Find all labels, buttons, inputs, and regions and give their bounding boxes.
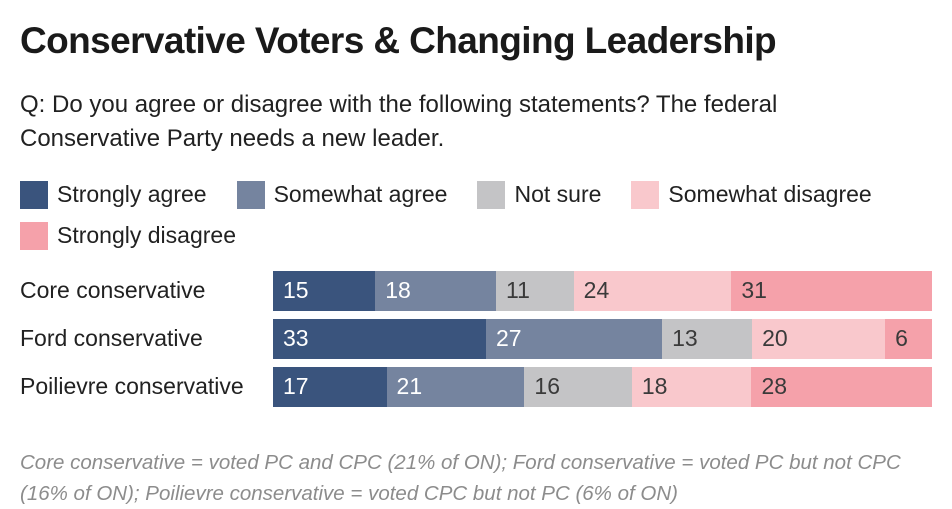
segment-not-sure: 11 [496,270,574,311]
segment-somewhat-agree: 21 [386,366,525,407]
page-title: Conservative Voters & Changing Leadershi… [20,20,777,61]
segment-not-sure: 13 [662,318,753,359]
bar-row-poilievre-conservative: Poilievre conservative 17 21 16 18 28 [20,366,932,407]
legend-label: Somewhat agree [273,181,448,208]
segment-somewhat-disagree: 18 [631,366,752,407]
segment-somewhat-agree: 27 [486,318,663,359]
legend-swatch-not-sure [477,180,506,209]
legend-swatch-somewhat-disagree [631,180,660,209]
segment-strongly-agree: 15 [273,270,376,311]
legend-swatch-somewhat-agree [236,180,265,209]
legend-label: Strongly agree [57,181,207,208]
category-label: Poilievre conservative [20,373,244,400]
stacked-bar-chart: Core conservative 15 18 11 24 31 Ford co… [20,270,933,407]
legend-swatch-strongly-disagree [20,221,48,250]
legend-label: Somewhat disagree [668,181,872,208]
segment-strongly-disagree: 28 [751,366,932,407]
bar-row-core-conservative: Core conservative 15 18 11 24 31 [20,270,933,311]
segment-strongly-agree: 33 [273,318,486,359]
legend-item-not-sure: Not sure [477,180,602,209]
segment-somewhat-disagree: 24 [573,270,732,311]
legend-item-somewhat-disagree: Somewhat disagree [631,180,872,209]
segment-strongly-disagree: 31 [731,270,933,311]
chart-legend: Strongly agree Somewhat agree Not sure S… [20,180,920,250]
survey-question: Q: Do you agree or disagree with the fol… [20,90,778,152]
legend-label: Strongly disagree [57,222,236,249]
segment-strongly-agree: 17 [273,366,387,407]
bar-poilievre-conservative: 17 21 16 18 28 [273,366,932,407]
legend-swatch-strongly-agree [20,180,48,209]
legend-item-strongly-agree: Strongly agree [20,180,207,209]
segment-not-sure: 16 [524,366,632,407]
segment-somewhat-agree: 18 [375,270,496,311]
legend-item-somewhat-agree: Somewhat agree [236,180,448,209]
bar-core-conservative: 15 18 11 24 31 [273,270,933,311]
segment-strongly-disagree: 6 [885,318,932,359]
category-label: Core conservative [20,277,206,304]
category-label: Ford conservative [20,325,203,352]
bar-ford-conservative: 33 27 13 20 6 [273,318,932,359]
footnote: Core conservative = voted PC and CPC (21… [20,450,901,505]
segment-somewhat-disagree: 20 [752,318,886,359]
bar-row-ford-conservative: Ford conservative 33 27 13 20 6 [20,318,932,359]
legend-item-strongly-disagree: Strongly disagree [20,221,236,250]
legend-label: Not sure [514,181,602,208]
